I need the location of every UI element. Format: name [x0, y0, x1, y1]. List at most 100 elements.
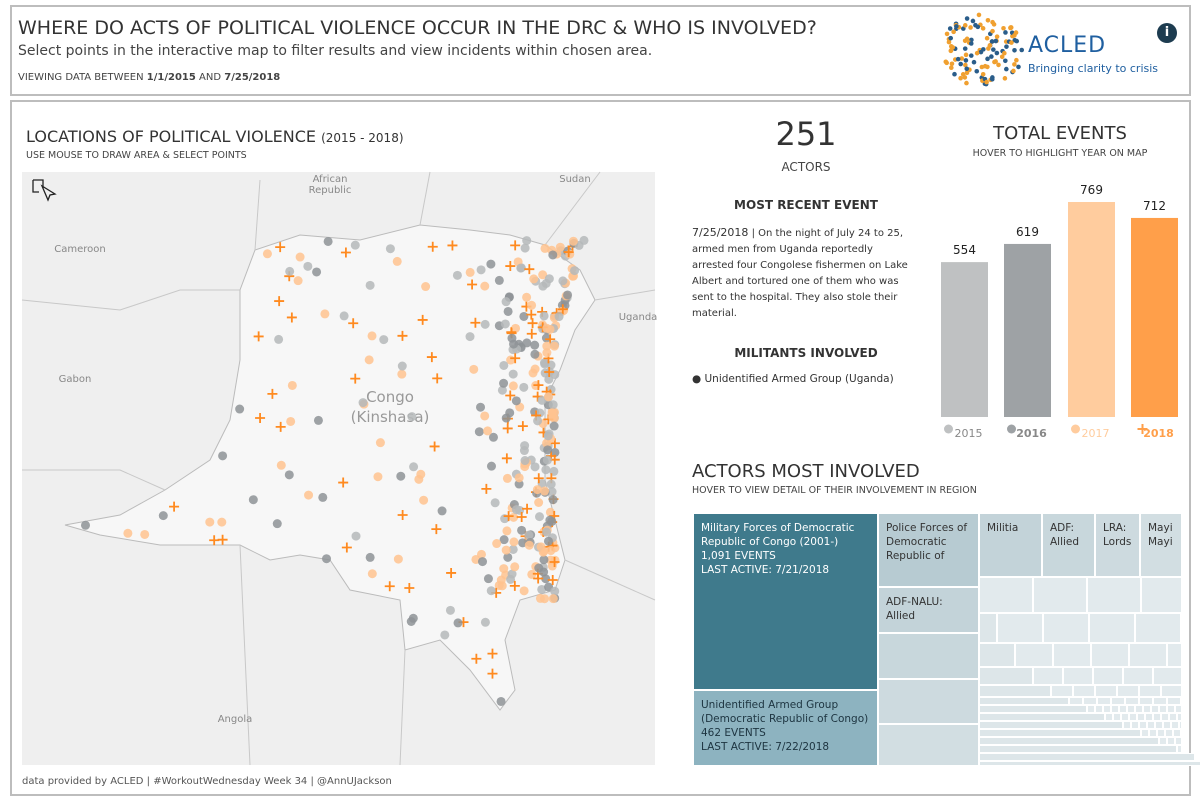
treemap-cell[interactable] — [1073, 685, 1095, 697]
treemap-cell[interactable] — [1175, 737, 1182, 745]
treemap-cell[interactable] — [1153, 667, 1182, 685]
treemap-cell[interactable] — [1149, 729, 1157, 737]
treemap-cell[interactable] — [1093, 667, 1123, 685]
treemap-cell[interactable] — [1089, 613, 1135, 643]
treemap-cell[interactable] — [1175, 705, 1182, 713]
treemap-cell[interactable] — [1177, 713, 1182, 721]
treemap-cell[interactable]: Unidentified Armed Group (Democratic Rep… — [693, 690, 878, 766]
treemap-cell[interactable] — [1063, 667, 1093, 685]
treemap-cell[interactable] — [1155, 721, 1163, 729]
treemap-cell[interactable] — [1139, 697, 1153, 705]
treemap-cell[interactable]: ADF: Allied — [1042, 513, 1095, 577]
treemap-cell[interactable] — [1095, 685, 1117, 697]
treemap-cell[interactable] — [1165, 729, 1173, 737]
treemap-cell[interactable] — [1033, 667, 1063, 685]
treemap-cell[interactable] — [1171, 721, 1179, 729]
treemap-cell[interactable] — [1157, 729, 1165, 737]
treemap-cell[interactable]: Police Forces of Democratic Republic of — [878, 513, 979, 587]
treemap-cell[interactable] — [1153, 697, 1167, 705]
treemap-cell[interactable] — [1141, 577, 1182, 613]
treemap-cell[interactable]: ADF-NALU: Allied — [878, 587, 979, 633]
treemap-cell[interactable] — [1091, 643, 1129, 667]
treemap-cell[interactable] — [878, 724, 979, 766]
treemap-cell[interactable] — [1051, 685, 1073, 697]
treemap-cell[interactable] — [1043, 613, 1089, 643]
treemap-cell[interactable] — [1167, 697, 1181, 705]
treemap-cell[interactable] — [1167, 705, 1175, 713]
treemap-cell[interactable] — [979, 667, 1033, 685]
treemap-cell[interactable] — [979, 713, 1105, 721]
treemap-cell[interactable] — [1113, 713, 1121, 721]
treemap-cell[interactable] — [1181, 697, 1183, 705]
treemap-cell[interactable] — [1159, 737, 1167, 745]
treemap-cell[interactable] — [979, 737, 1159, 745]
treemap-cell[interactable] — [1147, 721, 1155, 729]
treemap-cell[interactable] — [979, 729, 1141, 737]
treemap-cell[interactable] — [979, 577, 1033, 613]
treemap-cell[interactable] — [1159, 705, 1167, 713]
treemap-cell[interactable] — [1151, 705, 1159, 713]
treemap-cell[interactable] — [1167, 737, 1175, 745]
treemap-cell[interactable] — [1131, 721, 1139, 729]
treemap-cell[interactable] — [1123, 721, 1131, 729]
treemap-cell[interactable] — [979, 705, 1087, 713]
treemap-cell[interactable] — [979, 753, 1195, 761]
treemap-cell[interactable]: Militia — [979, 513, 1042, 577]
treemap-cell[interactable] — [1129, 713, 1137, 721]
treemap-cell[interactable] — [1015, 643, 1053, 667]
treemap-cell[interactable] — [1105, 713, 1113, 721]
treemap-cell[interactable] — [1181, 613, 1183, 643]
treemap-cell[interactable] — [1143, 705, 1151, 713]
treemap-cell[interactable]: Military Forces of Democratic Republic o… — [693, 513, 878, 690]
info-icon[interactable]: i — [1157, 23, 1177, 43]
treemap-cell[interactable] — [1127, 705, 1135, 713]
treemap-cell[interactable] — [1069, 697, 1083, 705]
treemap-cell[interactable] — [979, 613, 997, 643]
treemap-cell[interactable] — [1161, 685, 1182, 697]
treemap-cell[interactable] — [1179, 721, 1182, 729]
treemap-cell[interactable] — [1121, 713, 1129, 721]
treemap-cell[interactable] — [997, 613, 1043, 643]
treemap-cell[interactable] — [1153, 713, 1161, 721]
treemap-cell[interactable] — [1163, 721, 1171, 729]
treemap-cell[interactable] — [1141, 729, 1149, 737]
treemap-cell[interactable] — [1169, 713, 1177, 721]
treemap-cell[interactable] — [878, 633, 979, 679]
treemap-cell[interactable]: Mayi Mayi — [1140, 513, 1182, 577]
treemap-cell[interactable] — [1173, 729, 1181, 737]
treemap-cell[interactable] — [1111, 705, 1119, 713]
treemap-cell[interactable] — [979, 685, 1051, 697]
treemap-cell[interactable] — [1145, 713, 1153, 721]
treemap-cell[interactable] — [1119, 705, 1127, 713]
treemap-cell[interactable] — [1053, 643, 1091, 667]
treemap-cell[interactable] — [1129, 643, 1167, 667]
treemap-cell[interactable] — [1125, 697, 1139, 705]
treemap-cell[interactable] — [1111, 697, 1125, 705]
treemap-cell[interactable] — [1139, 685, 1161, 697]
treemap-cell[interactable] — [1117, 685, 1139, 697]
treemap-cell[interactable]: LRA: Lords — [1095, 513, 1140, 577]
treemap-cell[interactable] — [1135, 705, 1143, 713]
treemap-cell[interactable] — [979, 721, 1123, 729]
treemap-cell[interactable] — [1083, 697, 1097, 705]
treemap-cell[interactable] — [979, 643, 1015, 667]
treemap-cell[interactable] — [1181, 729, 1183, 737]
treemap-cell[interactable] — [1123, 667, 1153, 685]
treemap-cell[interactable] — [1103, 705, 1111, 713]
treemap-cell[interactable] — [1135, 613, 1181, 643]
treemap-cell[interactable] — [1167, 643, 1182, 667]
treemap-cell[interactable] — [1177, 745, 1182, 753]
treemap-cell[interactable] — [1097, 697, 1111, 705]
treemap-cell[interactable] — [1161, 713, 1169, 721]
treemap-cell[interactable] — [1033, 577, 1087, 613]
treemap-cell[interactable] — [1087, 705, 1095, 713]
treemap-cell[interactable] — [1139, 721, 1147, 729]
treemap-cell[interactable] — [979, 745, 1177, 753]
treemap-cell[interactable] — [1095, 705, 1103, 713]
treemap-cell[interactable] — [979, 761, 1200, 766]
treemap-cell[interactable] — [1087, 577, 1141, 613]
treemap-cell[interactable] — [979, 697, 1069, 705]
treemap-cell[interactable] — [878, 679, 979, 724]
